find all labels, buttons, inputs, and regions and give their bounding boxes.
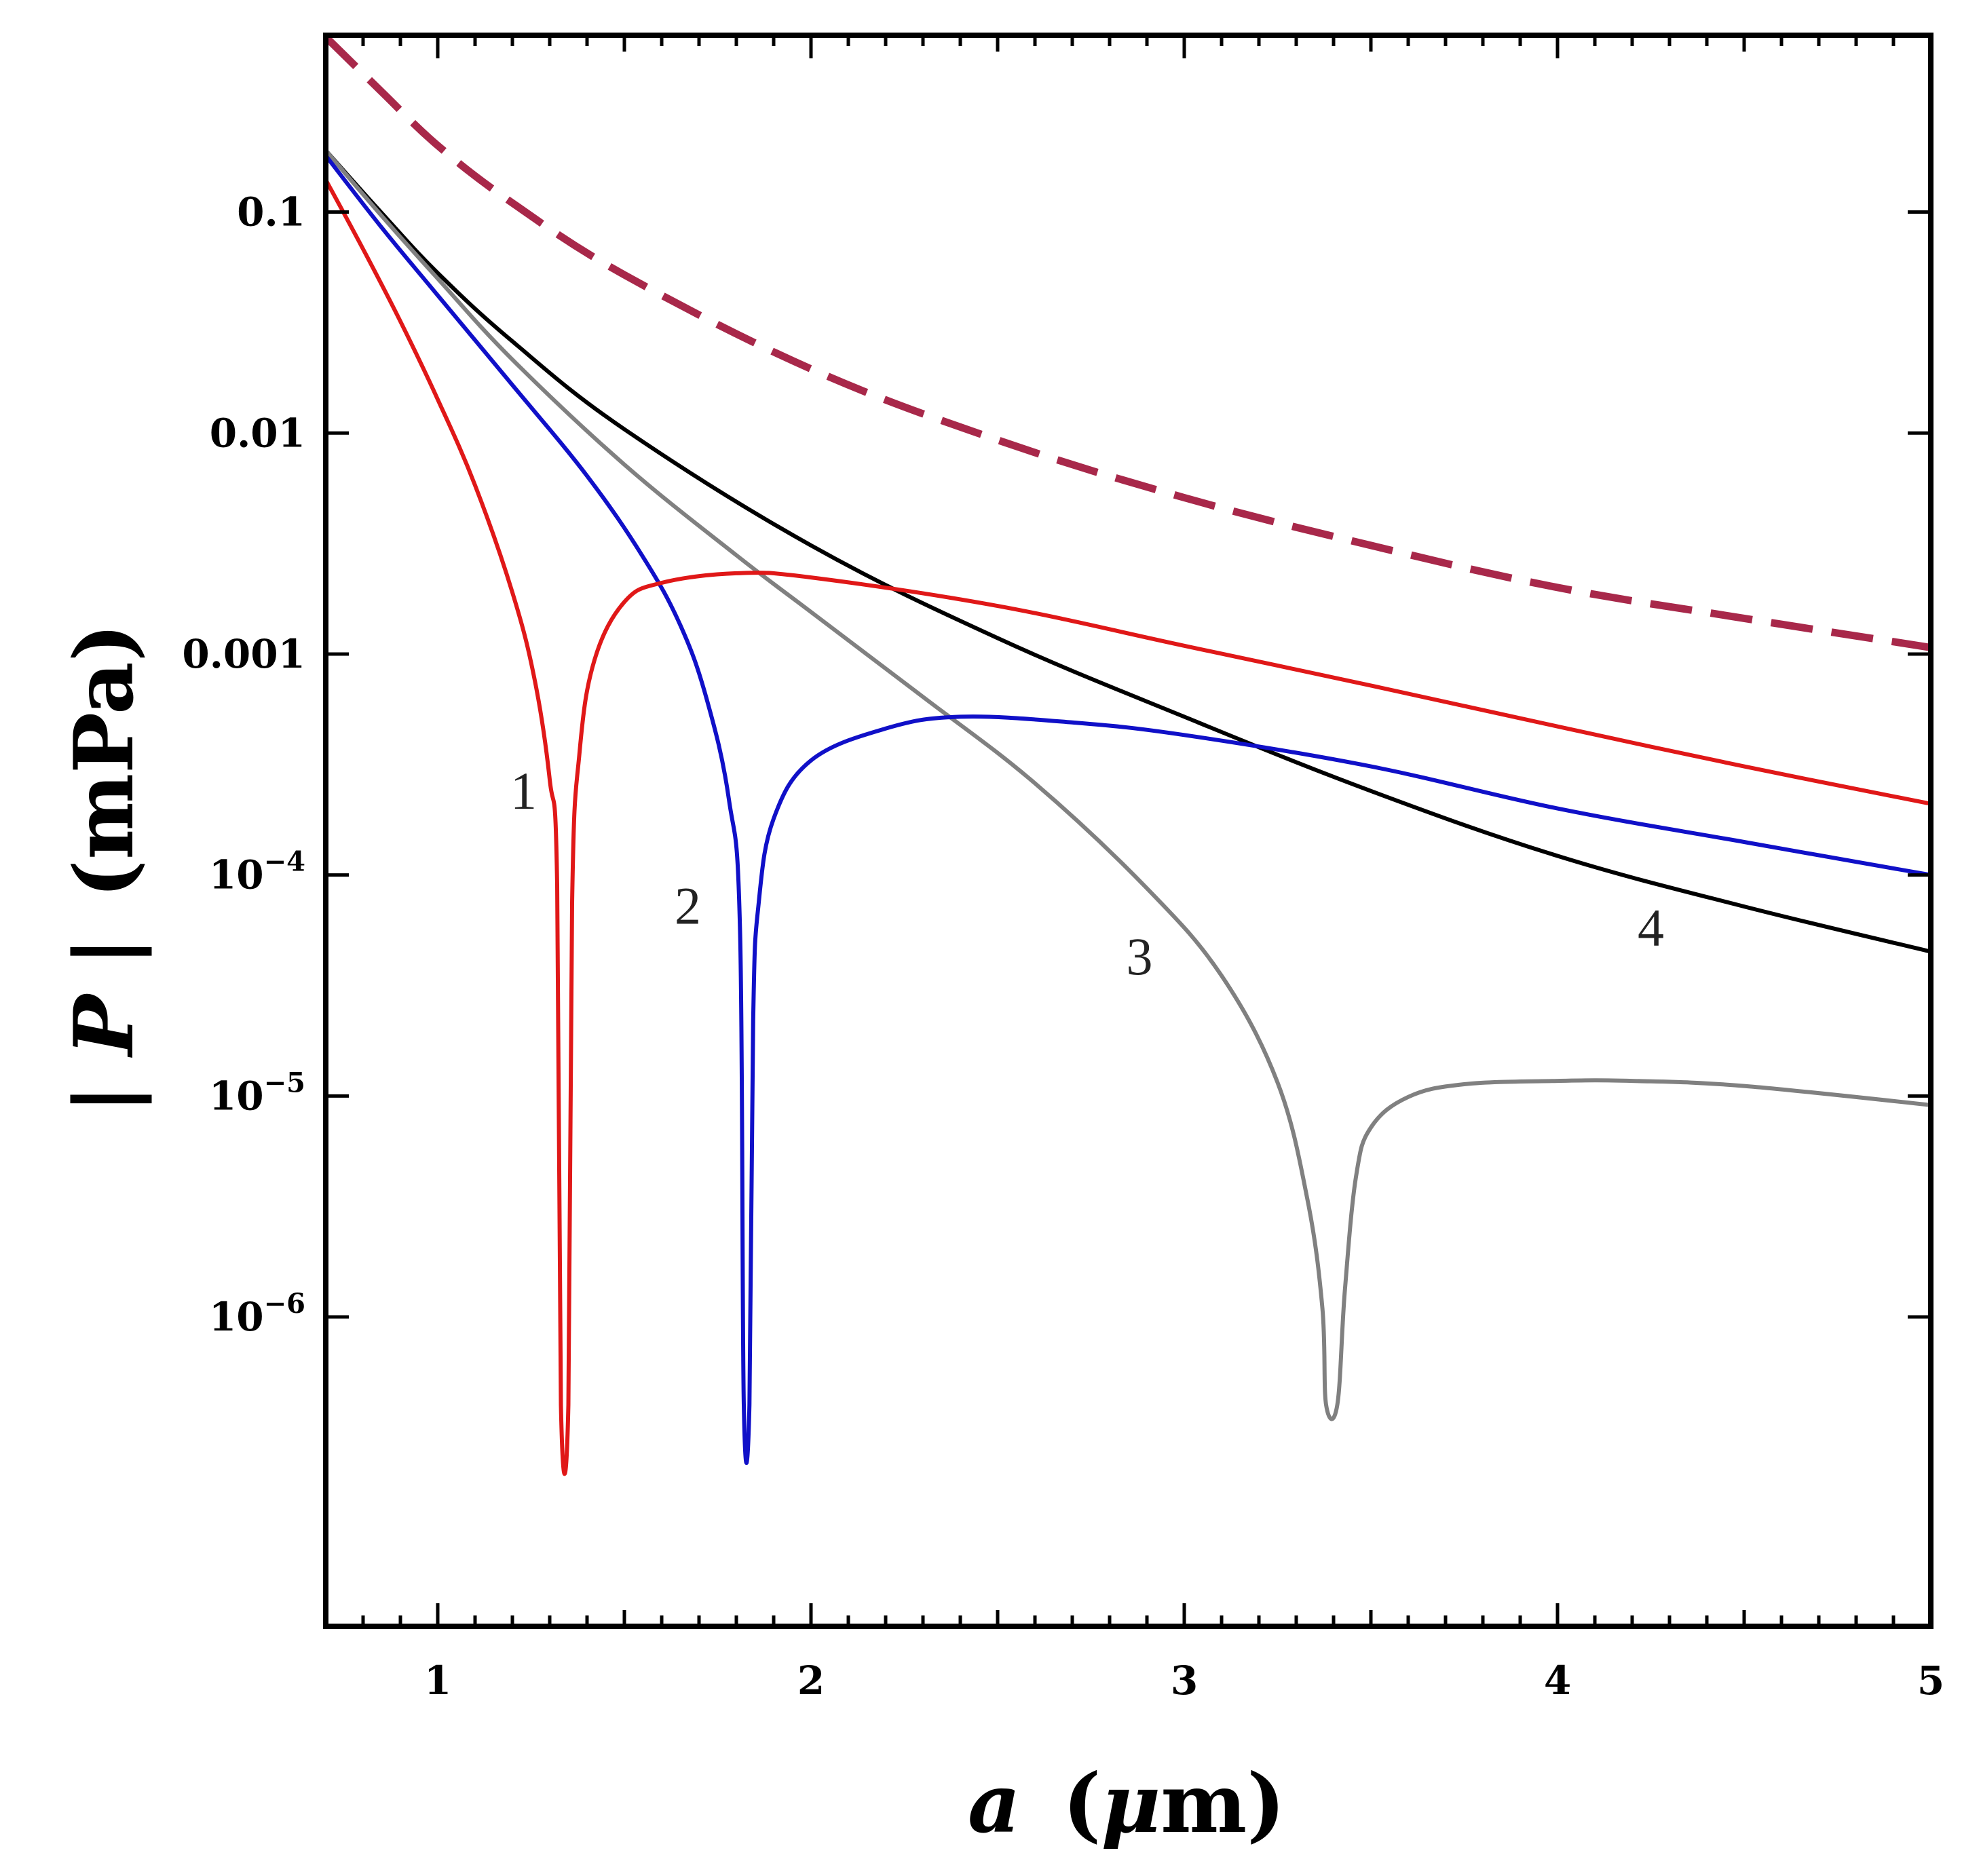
curve-label-2: 2: [675, 876, 701, 935]
curve-label-3: 3: [1127, 927, 1153, 986]
x-axis-title: a (μm): [968, 1756, 1285, 1852]
plot-frame: [323, 33, 1933, 1629]
y-axis-title: | P | (mPa): [56, 623, 152, 1113]
y-tick-label: 0.001: [182, 631, 305, 677]
y-axis-var: P: [56, 992, 152, 1058]
y-tick-label: 0.1: [237, 189, 305, 235]
x-axis-var: a: [968, 1756, 1021, 1852]
x-tick-label: 5: [1917, 1658, 1944, 1704]
series-line-1: [326, 178, 1931, 1476]
annotation-layer: 1 2 3 4: [510, 761, 1664, 986]
x-tick-label: 3: [1171, 1658, 1198, 1704]
series-layer: [326, 35, 1931, 1476]
y-axis-bar-left: |: [56, 1084, 152, 1114]
tick-labels-layer: 1 2 3 4 5 0.1 0.01 0.001 10−4 10−5 10−6: [182, 189, 1944, 1704]
series-line-dashed: [326, 35, 1931, 651]
y-tick-label: 10−4: [209, 846, 305, 898]
y-tick-label: 10−6: [209, 1288, 305, 1340]
x-tick-label: 1: [424, 1658, 451, 1704]
y-axis-unit: (mPa): [56, 623, 152, 898]
svg-text:| P |: | P | (mPa): [56, 623, 152, 1113]
x-tick-label: 2: [797, 1658, 825, 1704]
series-line-4: [326, 148, 1931, 954]
x-tick-label: 4: [1544, 1658, 1571, 1704]
y-axis-bar-right: |: [56, 936, 152, 966]
curve-label-4: 4: [1638, 898, 1664, 957]
y-tick-label: 0.01: [210, 410, 305, 456]
curve-label-1: 1: [510, 761, 537, 820]
series-line-3: [326, 148, 1931, 1421]
y-tick-label: 10−5: [209, 1067, 305, 1119]
series-line-2: [326, 153, 1931, 1465]
x-axis-unit: (μm): [1063, 1756, 1285, 1852]
